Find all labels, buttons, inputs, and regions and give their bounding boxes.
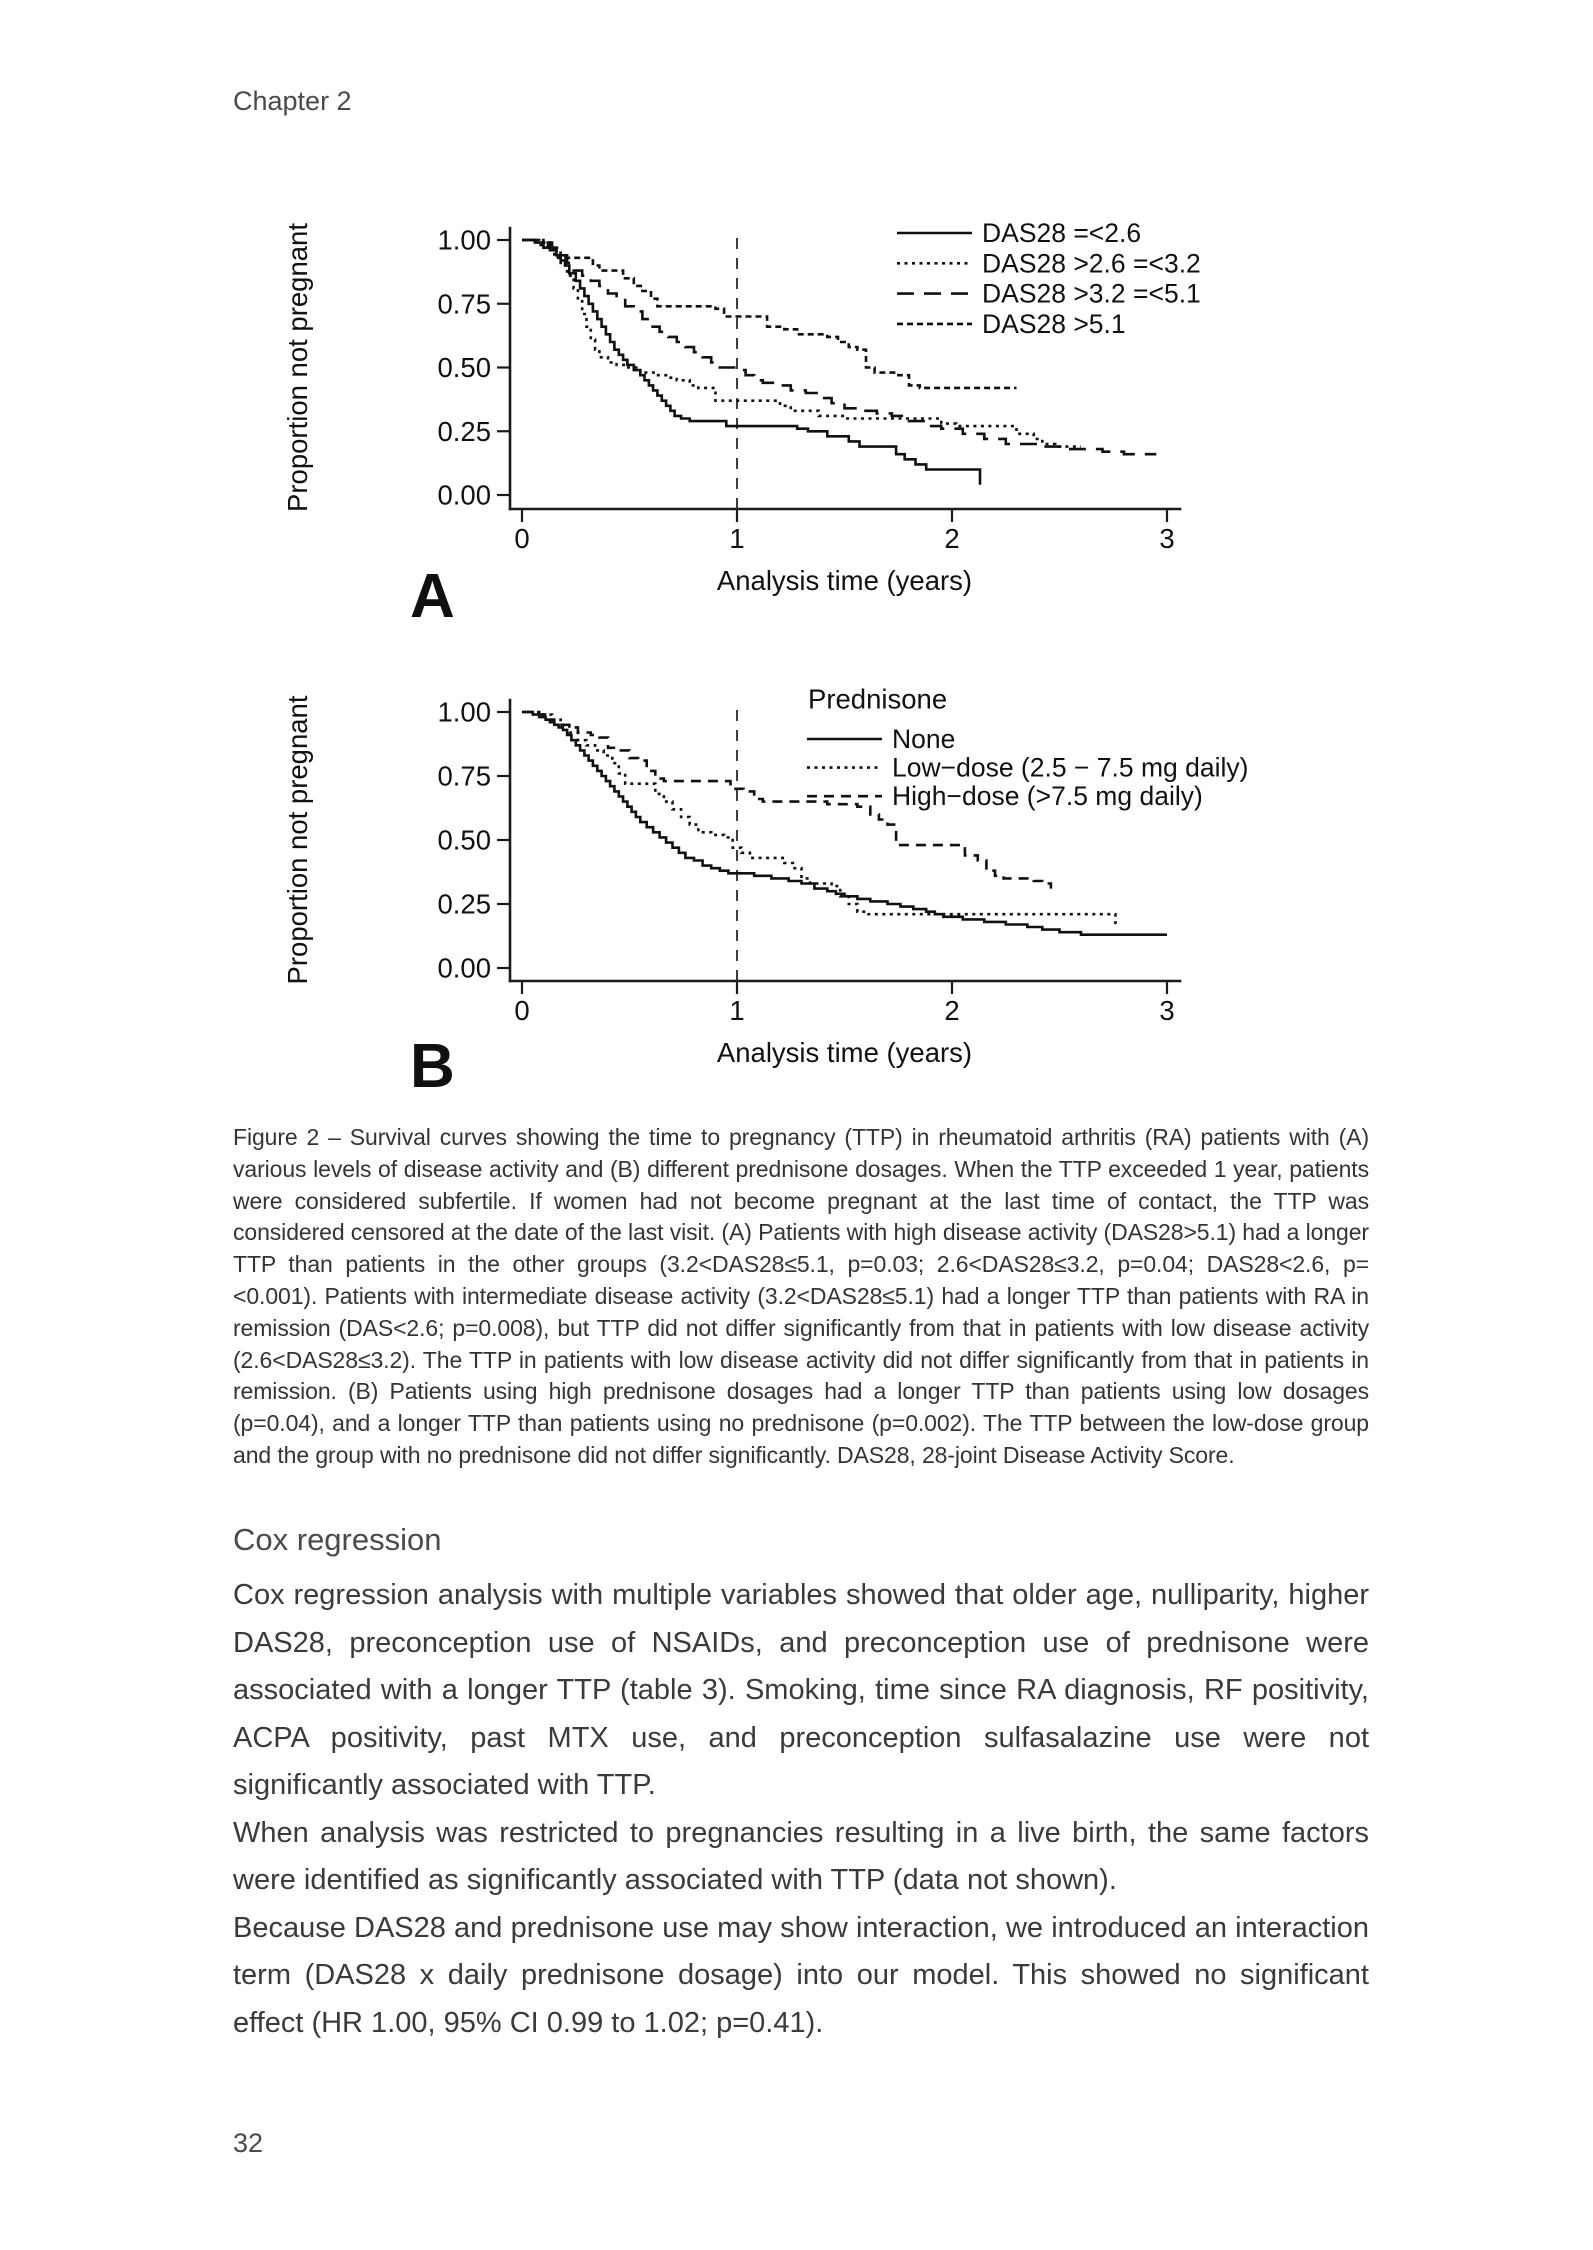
x-axis-label: Analysis time (years) [717,565,972,596]
section-heading: Cox regression [233,1522,442,1557]
y-tick-label: 0.25 [437,889,491,920]
x-tick-label: 2 [944,523,959,554]
x-tick-label: 3 [1159,523,1174,554]
series-none [522,710,1167,936]
survival-chart-b: 0.00 0.25 0.50 0.75 1.00 0 1 2 3 Prednisone None Lo… [280,668,1250,1118]
y-tick-label: 0.00 [437,480,491,511]
legend-title: Prednisone [808,684,947,715]
x-tick-label: 1 [729,523,744,554]
y-tick-label: 0.75 [437,288,491,319]
paragraph-interaction: Because DAS28 and prednisone use may sho… [233,1911,1369,2039]
y-tick-label: 0.50 [437,825,491,856]
survival-chart-b-svg: 0.00 0.25 0.50 0.75 1.00 0 1 2 3 Prednisone NoneLo… [282,684,1248,1069]
legend-label: DAS28 >3.2 =<5.1 [982,279,1201,309]
x-tick-label: 1 [729,995,744,1026]
x-tick-label: 0 [514,995,529,1026]
y-axis-label: Proportion not pregnant [282,695,313,984]
series-das28-2.6-3.2 [522,238,1081,448]
legend-label: DAS28 >2.6 =<3.2 [982,248,1201,278]
legend-label: DAS28 >5.1 [982,309,1126,339]
legend-label: DAS28 =<2.6 [982,218,1141,248]
y-axis-label: Proportion not pregnant [282,223,313,512]
paragraph-live-birth: When analysis was restricted to pregnanc… [233,1816,1369,1897]
figure-caption: Figure 2 – Survival curves showing the t… [233,1124,1369,1468]
paragraph-cox-findings: Cox regression analysis with multiple va… [233,1579,1369,1801]
legend-label: None [892,724,955,754]
series-low-dose-2.5-7.5-mg-daily- [522,710,1117,925]
y-tick-label: 0.25 [437,416,491,447]
y-tick-label: 0.50 [437,352,491,383]
series-das28-2.6 [522,238,982,485]
x-tick-label: 3 [1159,995,1174,1026]
legend-label: High−dose (>7.5 mg daily) [892,781,1203,811]
series-high-dose-7.5-mg-daily- [522,710,1053,889]
series-das28-3.2-5.1 [522,238,1157,456]
y-tick-label: 0.75 [437,761,491,792]
page-number: 32 [233,2128,264,2158]
x-axis-label: Analysis time (years) [717,1037,972,1068]
y-tick-label: 0.00 [437,953,491,984]
body-text: Cox regression analysis with multiple va… [233,1572,1369,2047]
panel-b-label: B [410,1032,455,1101]
x-tick-label: 0 [514,523,529,554]
y-tick-label: 1.00 [437,697,491,728]
chapter-header: Chapter 2 [233,86,352,116]
series-das28-5.1 [522,238,1017,390]
survival-chart-a: 0.00 0.25 0.50 0.75 1.00 0 1 2 3 DAS28 =<2.6 DAS28… [280,212,1250,642]
x-tick-label: 2 [944,995,959,1026]
legend-label: Low−dose (2.5 − 7.5 mg daily) [892,753,1248,783]
y-tick-label: 1.00 [437,225,491,256]
panel-a-label: A [410,562,455,631]
